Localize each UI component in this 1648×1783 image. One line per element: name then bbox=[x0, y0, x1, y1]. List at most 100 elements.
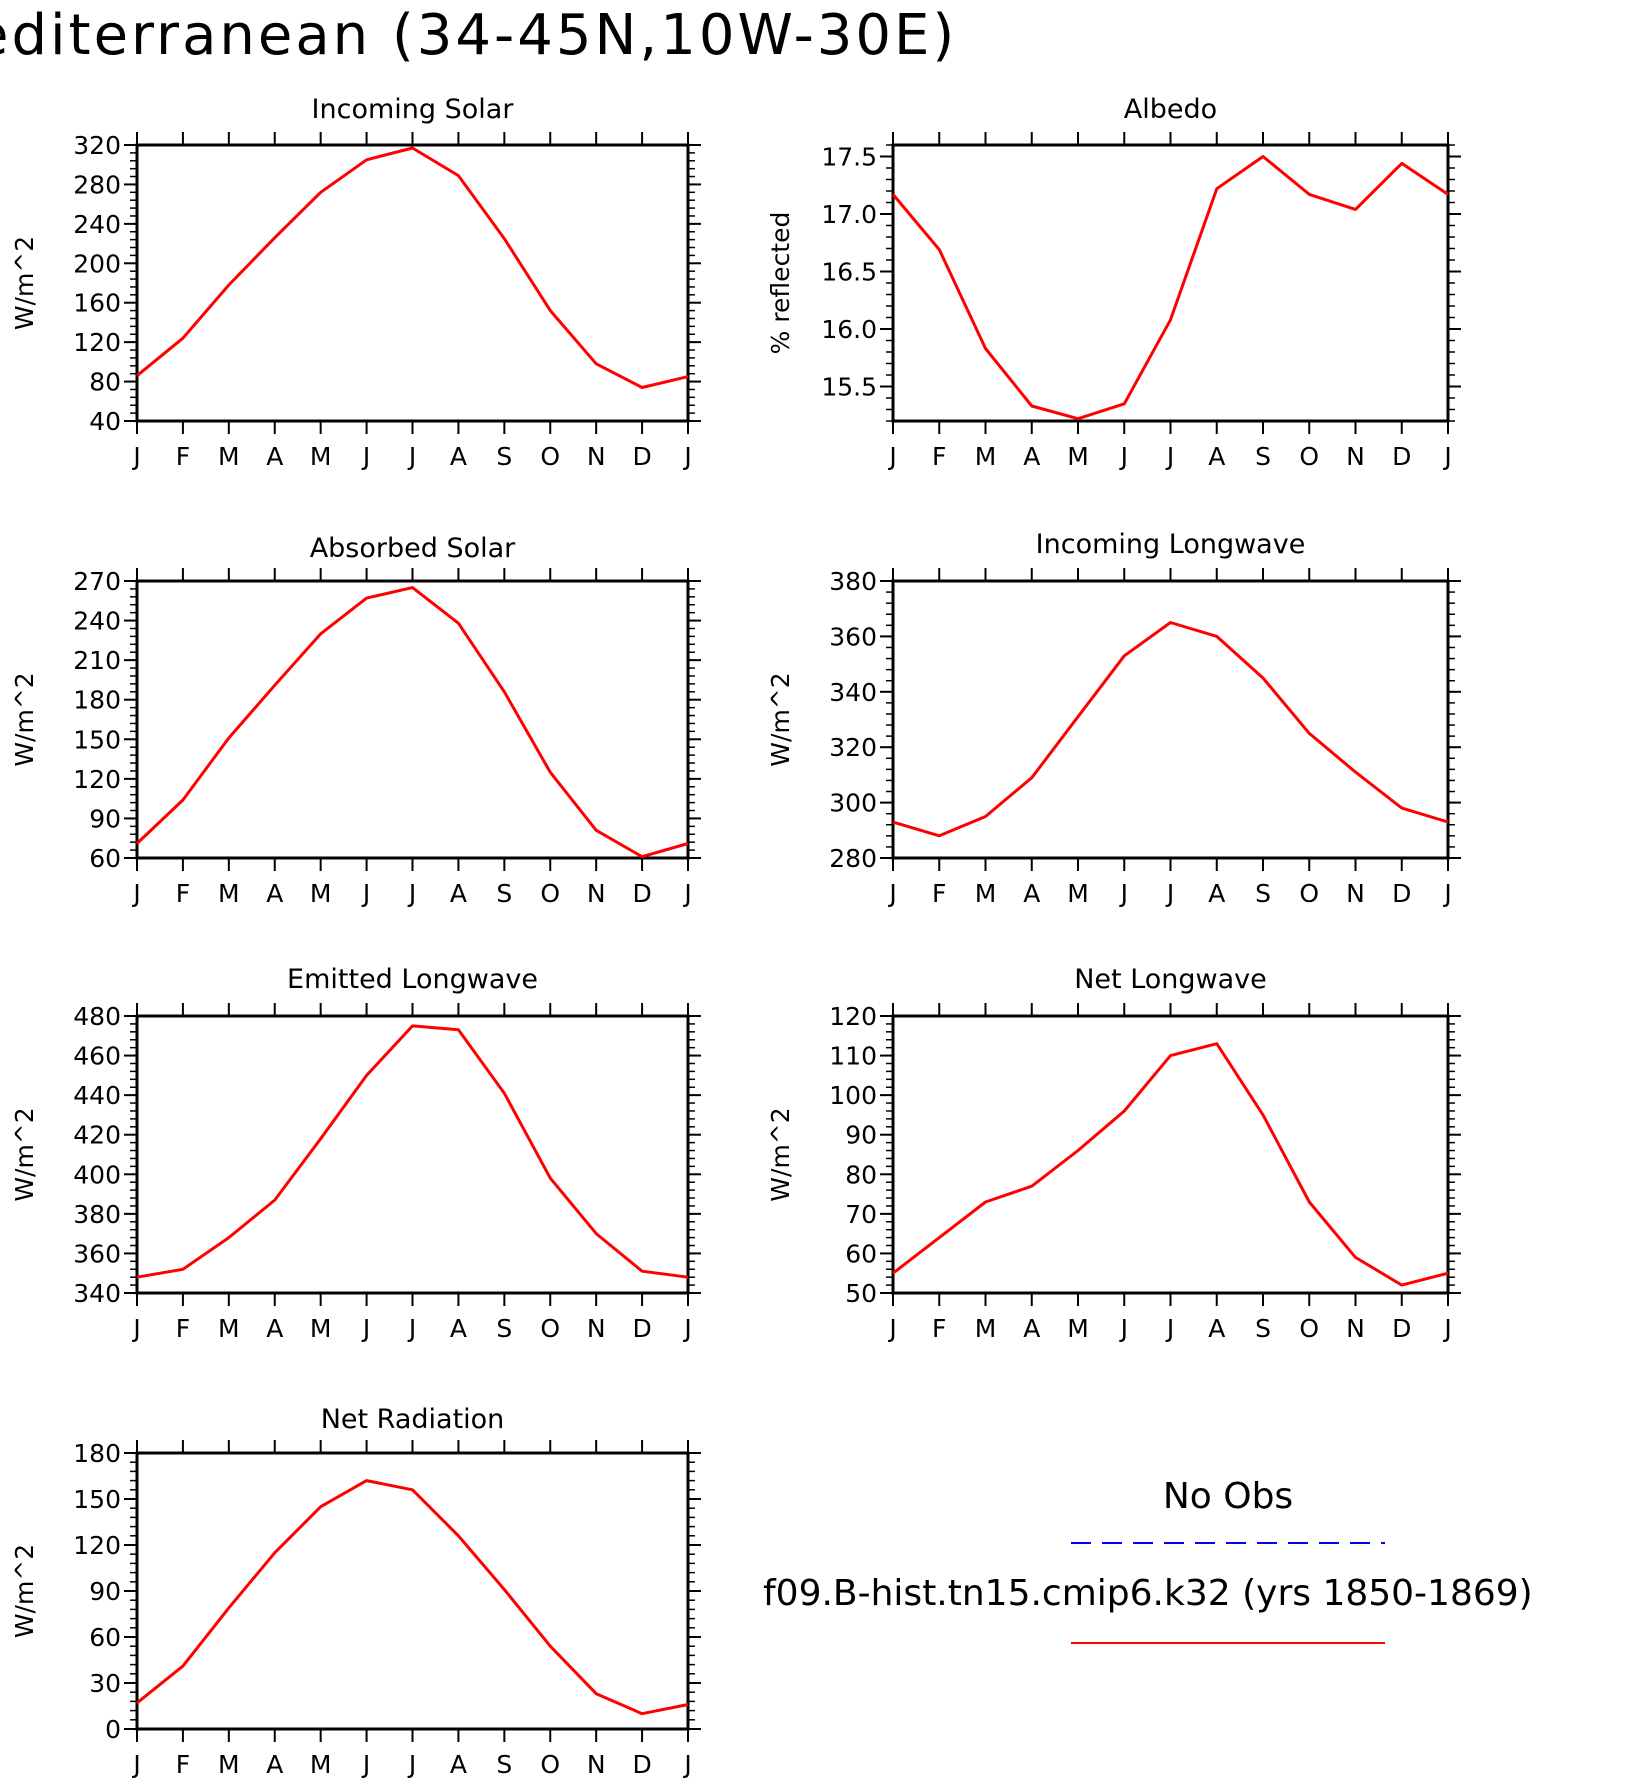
y-tick-label: 110 bbox=[829, 1042, 877, 1071]
y-tick-label: 270 bbox=[73, 567, 121, 596]
y-tick-label: 460 bbox=[73, 1042, 121, 1071]
panel-title: Incoming Longwave bbox=[1036, 529, 1306, 560]
x-tick-label: A bbox=[1023, 1314, 1040, 1343]
y-tick-label: 60 bbox=[89, 844, 121, 873]
x-tick-label: J bbox=[1442, 879, 1451, 908]
x-tick-label: O bbox=[540, 1314, 560, 1343]
x-tick-label: J bbox=[887, 879, 896, 908]
y-tick-label: 17.0 bbox=[821, 200, 877, 229]
x-tick-label: J bbox=[361, 1314, 370, 1343]
x-tick-label: O bbox=[540, 442, 560, 471]
x-tick-label: M bbox=[975, 1314, 997, 1343]
x-tick-label: N bbox=[1346, 442, 1365, 471]
y-tick-label: 360 bbox=[73, 1239, 121, 1268]
x-tick-label: D bbox=[1392, 1314, 1411, 1343]
y-tick-label: 320 bbox=[73, 131, 121, 160]
plot-frame bbox=[891, 143, 1450, 423]
x-tick-label: M bbox=[975, 879, 997, 908]
x-tick-label: A bbox=[1023, 442, 1040, 471]
x-tick-label: A bbox=[450, 879, 467, 908]
x-tick-label: M bbox=[218, 442, 240, 471]
x-tick-label: D bbox=[632, 1750, 651, 1779]
y-tick-label: 300 bbox=[829, 789, 877, 818]
y-tick-label: 50 bbox=[845, 1279, 877, 1308]
x-tick-label: J bbox=[361, 1750, 370, 1779]
x-tick-label: S bbox=[1255, 879, 1271, 908]
y-axis-label: W/m^2 bbox=[766, 1107, 795, 1201]
y-tick-label: 180 bbox=[73, 686, 121, 715]
x-tick-label: O bbox=[1299, 442, 1319, 471]
panel-title: Absorbed Solar bbox=[310, 533, 516, 564]
x-tick-label: M bbox=[218, 1314, 240, 1343]
y-tick-label: 280 bbox=[829, 844, 877, 873]
x-tick-label: F bbox=[176, 1750, 190, 1779]
x-tick-label: M bbox=[1067, 442, 1089, 471]
y-tick-label: 16.0 bbox=[821, 315, 877, 344]
x-tick-label: F bbox=[932, 1314, 946, 1343]
y-tick-label: 90 bbox=[845, 1121, 877, 1150]
plot-frame bbox=[135, 143, 690, 423]
y-tick-label: 120 bbox=[829, 1002, 877, 1031]
x-tick-label: J bbox=[131, 879, 140, 908]
panel-title: Emitted Longwave bbox=[287, 964, 538, 995]
x-tick-label: S bbox=[496, 1314, 512, 1343]
x-tick-label: D bbox=[632, 879, 651, 908]
x-tick-label: N bbox=[1346, 879, 1365, 908]
x-tick-label: O bbox=[540, 1750, 560, 1779]
y-axis-label: W/m^2 bbox=[766, 672, 795, 766]
x-tick-label: J bbox=[1119, 879, 1128, 908]
x-tick-label: J bbox=[887, 1314, 896, 1343]
y-tick-label: 16.5 bbox=[821, 258, 877, 287]
x-tick-label: F bbox=[176, 879, 190, 908]
x-tick-label: N bbox=[587, 442, 606, 471]
x-tick-label: N bbox=[587, 1314, 606, 1343]
x-tick-label: J bbox=[682, 442, 691, 471]
x-tick-label: A bbox=[266, 442, 283, 471]
x-tick-label: M bbox=[310, 879, 332, 908]
x-tick-label: F bbox=[932, 442, 946, 471]
x-tick-label: M bbox=[975, 442, 997, 471]
x-tick-label: M bbox=[218, 1750, 240, 1779]
series-line bbox=[892, 621, 1449, 838]
x-tick-label: J bbox=[131, 1314, 140, 1343]
y-tick-label: 210 bbox=[73, 646, 121, 675]
x-tick-label: M bbox=[310, 442, 332, 471]
panel-title: Incoming Solar bbox=[312, 94, 515, 125]
y-tick-label: 480 bbox=[73, 1002, 121, 1031]
x-tick-label: D bbox=[1392, 879, 1411, 908]
figure-title: Mediterranean (34-45N,10W-30E) bbox=[0, 3, 957, 68]
x-tick-label: O bbox=[540, 879, 560, 908]
x-tick-label: J bbox=[1442, 442, 1451, 471]
x-tick-label: A bbox=[450, 1750, 467, 1779]
y-tick-label: 120 bbox=[73, 328, 121, 357]
y-tick-label: 240 bbox=[73, 607, 121, 636]
x-tick-label: S bbox=[496, 442, 512, 471]
x-tick-label: M bbox=[218, 879, 240, 908]
x-tick-label: F bbox=[176, 1314, 190, 1343]
panel-title: Albedo bbox=[1124, 94, 1217, 125]
x-tick-label: J bbox=[1165, 1314, 1174, 1343]
y-tick-label: 280 bbox=[73, 170, 121, 199]
y-tick-label: 120 bbox=[73, 765, 121, 794]
y-tick-label: 30 bbox=[89, 1669, 121, 1698]
x-tick-label: D bbox=[632, 442, 651, 471]
y-tick-label: 420 bbox=[73, 1121, 121, 1150]
series-line bbox=[136, 1479, 689, 1716]
y-tick-label: 360 bbox=[829, 622, 877, 651]
y-tick-label: 90 bbox=[89, 1577, 121, 1606]
x-tick-label: A bbox=[266, 1750, 283, 1779]
x-tick-label: S bbox=[496, 1750, 512, 1779]
y-tick-label: 200 bbox=[73, 249, 121, 278]
y-tick-label: 17.5 bbox=[821, 143, 877, 172]
y-tick-label: 90 bbox=[89, 804, 121, 833]
series-line bbox=[136, 146, 689, 389]
x-tick-label: A bbox=[266, 1314, 283, 1343]
x-tick-label: J bbox=[682, 1750, 691, 1779]
x-tick-label: N bbox=[587, 1750, 606, 1779]
y-tick-label: 60 bbox=[89, 1623, 121, 1652]
x-tick-label: A bbox=[1208, 1314, 1225, 1343]
